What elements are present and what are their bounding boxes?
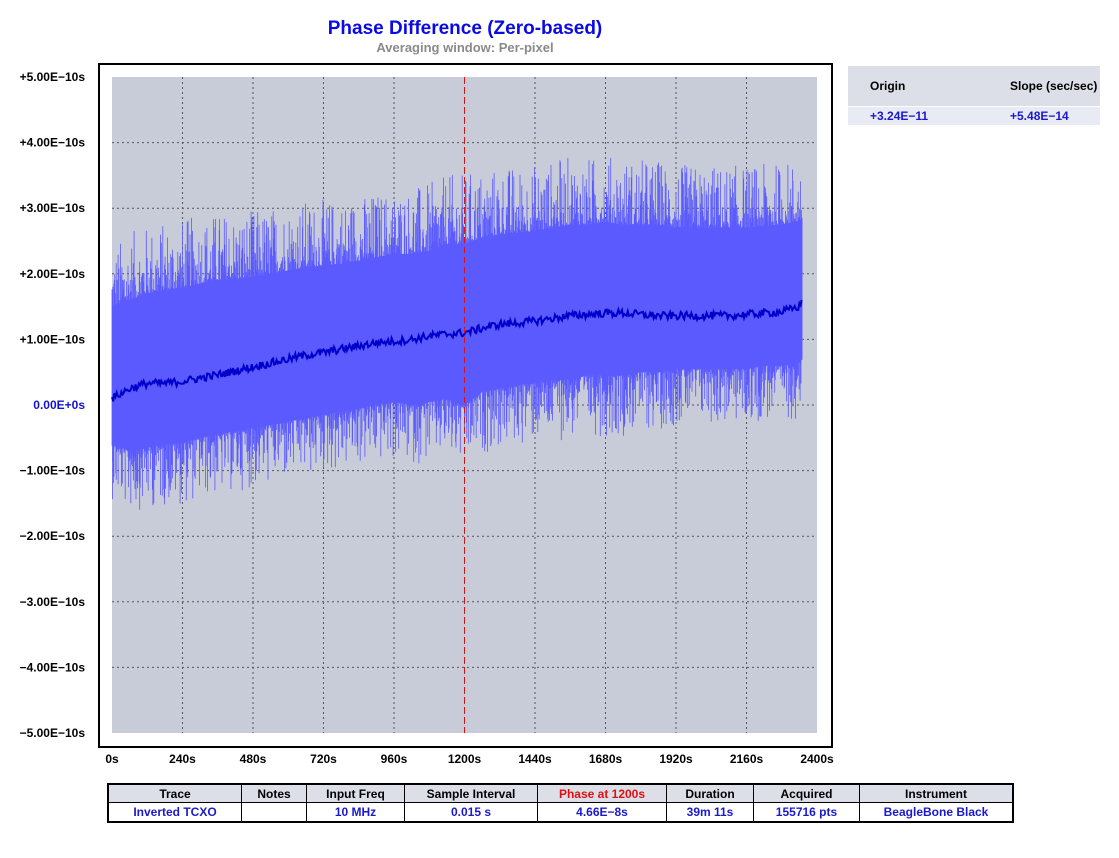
header-input-freq: Input Freq — [306, 783, 405, 803]
y-tick-label: −4.00E−10s — [20, 660, 86, 674]
header-acquired: Acquired — [753, 783, 860, 803]
cell-notes — [241, 802, 307, 823]
x-tick-label: 1200s — [448, 752, 482, 766]
cell-phase-at-1200s: 4.66E−8s — [537, 802, 667, 823]
x-tick-label: 1920s — [659, 752, 693, 766]
mean-phase-line — [111, 299, 803, 402]
y-axis-ticks: +5.00E−10s +4.00E−10s +3.00E−10s +2.00E−10s… — [20, 70, 86, 740]
cell-trace: Inverted TCXO — [107, 802, 242, 823]
header-notes: Notes — [241, 783, 307, 803]
y-tick-label: +4.00E−10s — [20, 136, 86, 150]
slope-value: +5.48E−14 — [990, 106, 1100, 125]
y-tick-label: −5.00E−10s — [20, 726, 86, 740]
x-tick-label: 720s — [310, 752, 337, 766]
x-tick-label: 1680s — [589, 752, 623, 766]
x-tick-label: 480s — [240, 752, 267, 766]
chart-subtitle: Averaging window: Per-pixel — [376, 40, 554, 55]
slope-header: Slope (sec/sec) — [990, 66, 1100, 107]
y-tick-label: +5.00E−10s — [20, 70, 86, 84]
y-tick-label: −1.00E−10s — [20, 464, 86, 478]
x-tick-label: 2160s — [730, 752, 764, 766]
fit-table: Origin Slope (sec/sec) +3.24E−11 +5.48E−… — [848, 66, 1100, 125]
header-sample-interval: Sample Interval — [404, 783, 538, 803]
phase-chart: +5.00E−10s +4.00E−10s +3.00E−10s +2.00E−10s… — [20, 63, 834, 766]
y-tick-label: 0.00E+0s — [33, 398, 85, 412]
cell-duration: 39m 11s — [666, 802, 754, 823]
cell-instrument: BeagleBone Black — [859, 802, 1014, 823]
trace-info-table: Trace Notes Input Freq Sample Interval P… — [107, 783, 1014, 823]
chart-title: Phase Difference (Zero-based) — [327, 18, 603, 39]
y-tick-label: −2.00E−10s — [20, 529, 86, 543]
x-axis-ticks: 0s 240s 480s 720s 960s 1200s 1440s 1680s 1920s 21… — [105, 752, 834, 766]
y-tick-label: +2.00E−10s — [20, 267, 86, 281]
x-tick-label: 960s — [381, 752, 408, 766]
y-tick-label: −3.00E−10s — [20, 595, 86, 609]
origin-header: Origin — [848, 66, 990, 107]
x-tick-label: 1440s — [518, 752, 552, 766]
header-instrument: Instrument — [859, 783, 1014, 803]
cell-input-freq: 10 MHz — [306, 802, 405, 823]
x-tick-label: 2400s — [800, 752, 834, 766]
grid-lines — [112, 77, 817, 733]
cell-acquired: 155716 pts — [753, 802, 860, 823]
origin-value: +3.24E−11 — [848, 106, 990, 125]
y-tick-label: +1.00E−10s — [20, 332, 86, 346]
header-duration: Duration — [666, 783, 754, 803]
y-tick-label: +3.00E−10s — [20, 201, 86, 215]
header-phase-at-1200s: Phase at 1200s — [537, 783, 667, 803]
cell-sample-interval: 0.015 s — [404, 802, 538, 823]
header-trace: Trace — [107, 783, 242, 803]
x-tick-label: 240s — [169, 752, 196, 766]
x-tick-label: 0s — [105, 752, 119, 766]
